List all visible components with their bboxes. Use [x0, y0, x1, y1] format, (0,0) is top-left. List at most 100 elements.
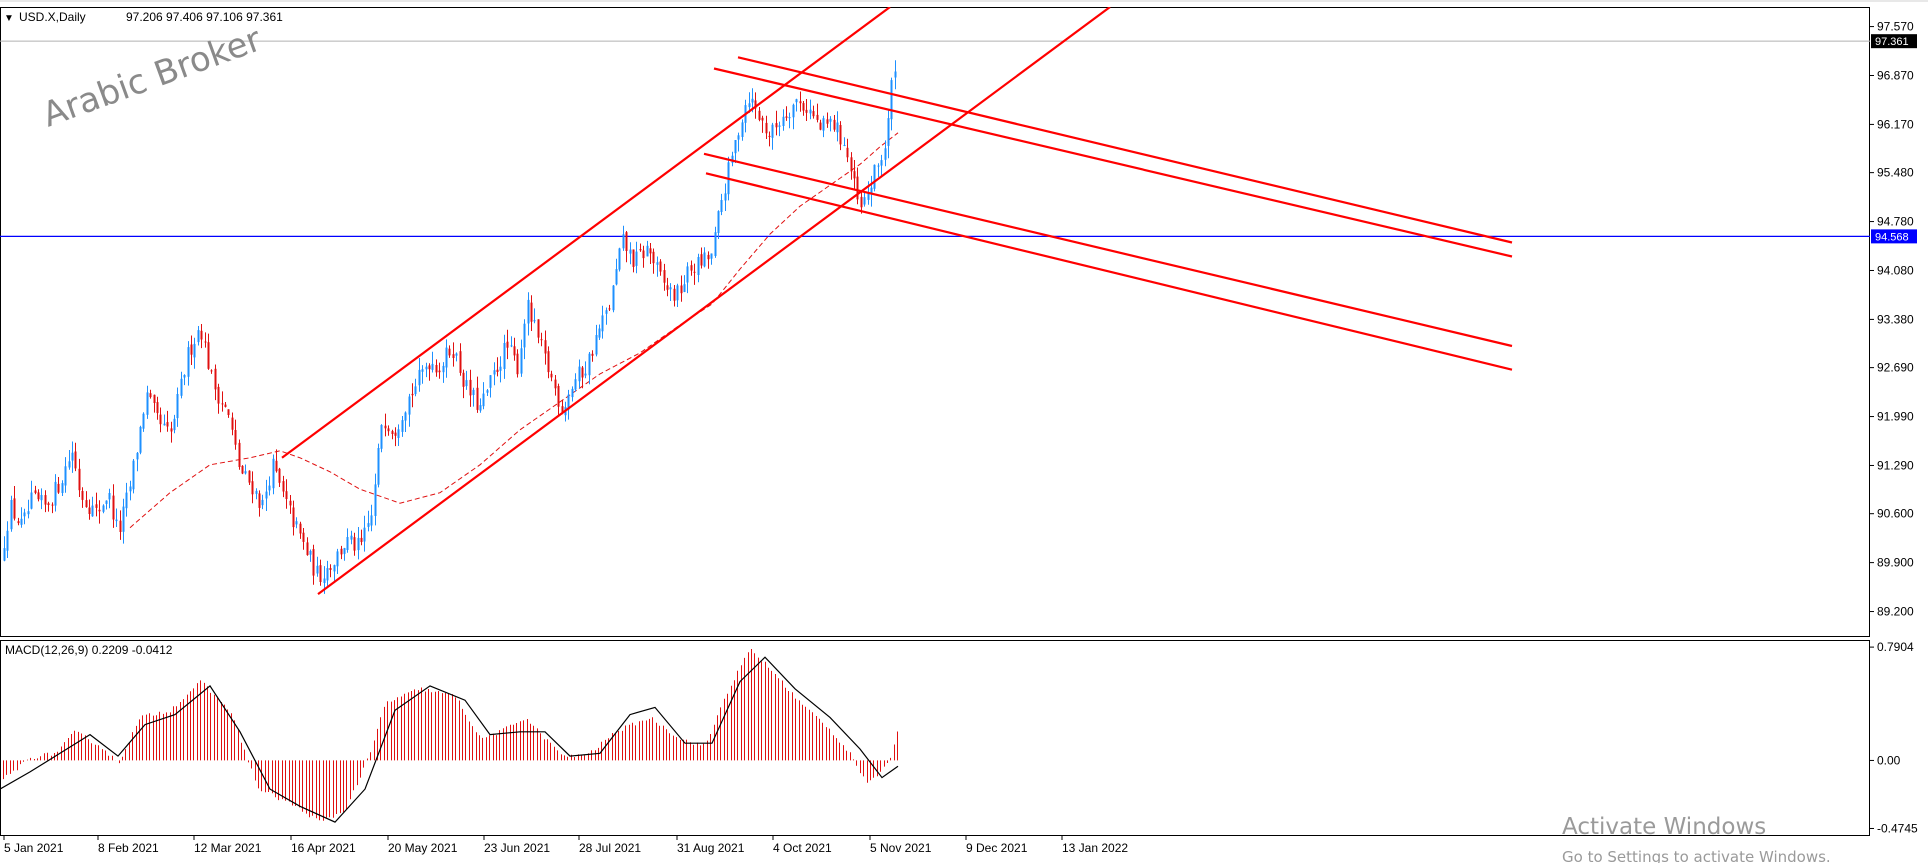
- candle-body: [190, 344, 193, 355]
- candle-body: [68, 461, 71, 468]
- candle-body: [452, 354, 455, 358]
- date-tick-label: 23 Jun 2021: [484, 841, 550, 855]
- trendline-6[interactable]: [705, 172, 1513, 371]
- candle-body: [180, 378, 183, 396]
- candle-body: [523, 323, 526, 348]
- candle-body: [788, 117, 791, 119]
- candle-body: [465, 380, 468, 387]
- candle-body: [428, 365, 431, 370]
- trendline-2[interactable]: [317, 7, 1111, 595]
- candle-body: [173, 418, 176, 431]
- candle-body: [340, 548, 343, 555]
- candle-body: [394, 432, 397, 436]
- candle-body: [71, 452, 74, 461]
- candle-body: [853, 171, 856, 179]
- candle-body: [265, 491, 268, 499]
- price-tick-label: 94.780: [1877, 215, 1914, 229]
- date-tick-label: 9 Dec 2021: [966, 841, 1028, 855]
- candle-body: [574, 379, 577, 390]
- trendline-5[interactable]: [703, 152, 1513, 348]
- candle-body: [129, 486, 132, 492]
- candle-body: [782, 116, 785, 126]
- candle-body: [503, 343, 506, 369]
- candle-body: [37, 492, 40, 500]
- candle-body: [414, 386, 417, 395]
- candle-body: [819, 122, 822, 130]
- candle-body: [741, 122, 744, 137]
- price-tick-label: 97.570: [1877, 20, 1914, 34]
- candle-body: [537, 319, 540, 338]
- candle-body: [493, 370, 496, 375]
- candle-body: [571, 388, 574, 398]
- activate-windows-title: Activate Windows: [1562, 814, 1766, 840]
- candle-body: [540, 339, 543, 341]
- macd-header-label: MACD(12,26,9) 0.2209 -0.0412: [5, 643, 173, 657]
- candle-body: [122, 506, 125, 532]
- candle-body: [720, 200, 723, 212]
- candle-body: [714, 232, 717, 256]
- candle-body: [115, 519, 118, 522]
- last-price-label: 97.361: [1875, 36, 1909, 48]
- chart-menu-icon[interactable]: ▼: [4, 13, 14, 24]
- candle-body: [255, 490, 258, 494]
- trendline-1[interactable]: [281, 7, 891, 459]
- candle-body: [210, 370, 213, 372]
- macd-panel-frame: [0, 640, 1870, 836]
- candle-body: [346, 537, 349, 550]
- candle-body: [833, 119, 836, 130]
- candle-body: [673, 288, 676, 301]
- candle-body: [197, 330, 200, 343]
- candle-body: [547, 351, 550, 373]
- candle-body: [459, 351, 462, 373]
- candle-body: [438, 370, 441, 373]
- candle-body: [873, 164, 876, 189]
- trendline-3[interactable]: [713, 67, 1513, 258]
- price-tick-label: 92.690: [1877, 361, 1914, 375]
- candle-body: [112, 495, 115, 520]
- date-tick-label: 16 Apr 2021: [291, 841, 356, 855]
- candle-body: [272, 458, 275, 489]
- candle-body: [23, 512, 26, 517]
- candle-body: [799, 101, 802, 104]
- candle-body: [391, 431, 394, 434]
- candle-body: [629, 249, 632, 254]
- candle-body: [278, 468, 281, 483]
- candle-body: [734, 140, 737, 154]
- candle-body: [880, 160, 883, 166]
- candle-body: [408, 396, 411, 415]
- candle-body: [850, 157, 853, 172]
- candle-body: [455, 353, 458, 356]
- trendline-4[interactable]: [737, 56, 1513, 244]
- candle-body: [703, 252, 706, 267]
- candle-body: [765, 122, 768, 134]
- candle-body: [761, 117, 764, 121]
- candle-body: [295, 521, 298, 525]
- candle-body: [686, 266, 689, 283]
- candle-body: [85, 500, 88, 508]
- candle-body: [513, 346, 516, 356]
- candle-body: [717, 211, 720, 233]
- macd-tick-label: -0.4745: [1877, 821, 1918, 835]
- price-tick-label: 94.080: [1877, 263, 1914, 277]
- candle-body: [105, 500, 108, 504]
- candle-body: [54, 481, 57, 506]
- candle-body: [377, 448, 380, 485]
- candle-body: [326, 568, 329, 581]
- candle-body: [258, 493, 261, 508]
- date-tick-label: 28 Jul 2021: [579, 841, 641, 855]
- candle-body: [700, 254, 703, 266]
- candle-body: [275, 460, 278, 472]
- candle-body: [302, 532, 305, 542]
- candle-body: [421, 369, 424, 372]
- candle-body: [486, 390, 489, 393]
- candle-body: [401, 420, 404, 432]
- candle-body: [261, 499, 264, 506]
- date-tick-label: 8 Feb 2021: [98, 841, 159, 855]
- candle-body: [469, 379, 472, 396]
- candle-body: [768, 135, 771, 137]
- date-tick-label: 4 Oct 2021: [773, 841, 832, 855]
- candle-body: [533, 320, 536, 322]
- candle-body: [374, 484, 377, 516]
- candle-body: [792, 104, 795, 118]
